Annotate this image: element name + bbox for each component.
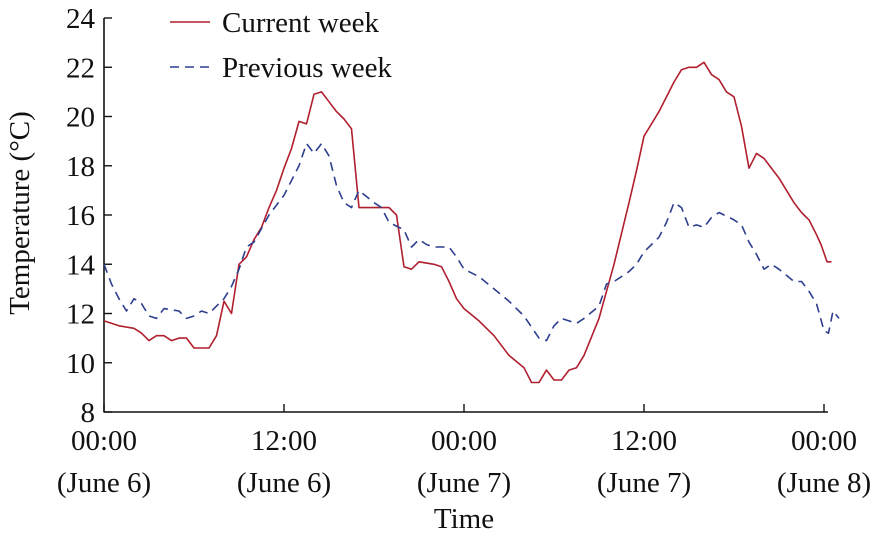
legend-label: Current week [222,7,380,39]
x-axis-title: Time [434,503,494,535]
chart-axes [103,18,828,413]
y-tick-label: 20 [66,102,95,134]
y-tick-label: 22 [66,52,95,84]
series-line-previous-week [103,142,840,342]
x-tick-label-time: 00:00 [791,425,857,457]
x-tick-label-date: (June 8) [777,467,871,499]
x-tick-label-date: (June 7) [597,467,691,499]
x-tick-label-date: (June 6) [237,467,331,499]
x-tick-label-date: (June 7) [417,467,511,499]
y-tick-label: 16 [66,200,95,232]
y-tick-label: 8 [81,397,96,429]
plot-area [103,61,840,384]
y-axis-title: Temperature (°C) [4,111,36,315]
y-tick-label: 12 [66,299,95,331]
x-tick-label-time: 12:00 [611,425,677,457]
y-tick-label: 14 [66,249,96,281]
y-tick-label: 18 [66,151,95,183]
series-line-current-week [103,61,832,384]
x-tick-label-time: 12:00 [251,425,317,457]
chart-ticks: 8 10 12 14 16 18 20 22 24 00:00 (June 6) 12:00 (June… [57,3,871,499]
x-tick-label-date: (June 6) [57,467,151,499]
y-tick-label: 24 [66,3,96,35]
legend-label: Previous week [222,52,392,84]
x-tick-label-time: 00:00 [71,425,137,457]
legend: Current week Previous week [170,7,392,84]
x-tick-label-time: 00:00 [431,425,497,457]
y-tick-label: 10 [66,348,95,380]
